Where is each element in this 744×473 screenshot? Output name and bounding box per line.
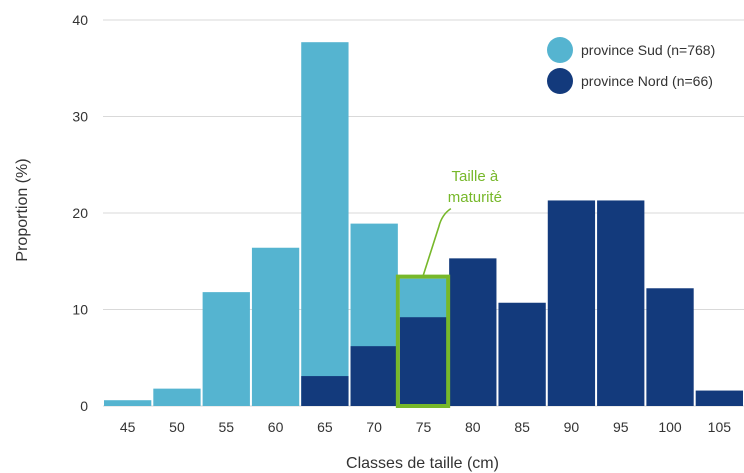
bar-nord-70 (350, 346, 398, 406)
bar-nord-85 (498, 302, 546, 406)
legend: province Sud (n=768) province Nord (n=66) (547, 37, 715, 94)
x-tick-label: 90 (564, 419, 580, 435)
bar-nord-105 (695, 390, 743, 406)
x-tick-label: 55 (218, 419, 234, 435)
bars (104, 42, 743, 406)
bar-nord-100 (646, 288, 694, 406)
x-tick-label: 75 (416, 419, 432, 435)
bar-nord-75 (399, 317, 448, 406)
x-tick-label: 80 (465, 419, 481, 435)
x-tick-label: 100 (658, 419, 682, 435)
legend-label: province Sud (n=768) (581, 42, 715, 58)
bar-nord-90 (547, 200, 596, 406)
legend-label: province Nord (n=66) (581, 73, 713, 89)
x-tick-label: 50 (169, 419, 185, 435)
bar-sud-45 (104, 400, 152, 406)
y-tick-label: 20 (72, 205, 88, 221)
y-tick-label: 10 (72, 302, 88, 318)
bar-nord-95 (597, 200, 645, 406)
bar-sud-65 (301, 42, 349, 406)
legend-swatch (547, 68, 573, 94)
x-tick-label: 65 (317, 419, 333, 435)
y-axis-ticks: 0 10 20 30 40 (72, 12, 88, 414)
maturity-leader-line (422, 207, 452, 277)
x-axis-label: Classes de taille (cm) (346, 455, 499, 472)
x-tick-label: 70 (366, 419, 382, 435)
bar-sud-50 (153, 388, 201, 406)
x-axis-ticks: 45 50 55 60 65 70 75 80 85 90 95 100 105 (120, 419, 731, 435)
y-tick-label: 30 (72, 109, 88, 125)
bar-nord-65 (301, 376, 349, 406)
maturity-label: Taille à (451, 168, 498, 185)
bar-sud-55 (202, 292, 250, 406)
x-tick-label: 105 (708, 419, 732, 435)
x-tick-label: 45 (120, 419, 136, 435)
bar-sud-60 (251, 247, 300, 406)
maturity-annotation: Taille à maturité (395, 168, 502, 408)
y-axis-label: Proportion (%) (14, 158, 31, 261)
y-tick-label: 40 (72, 12, 88, 28)
x-tick-label: 95 (613, 419, 629, 435)
x-tick-label: 85 (514, 419, 530, 435)
legend-swatch (547, 37, 573, 63)
y-tick-label: 0 (80, 398, 88, 414)
x-tick-label: 60 (268, 419, 284, 435)
maturity-label: maturité (448, 189, 502, 206)
bar-nord-80 (449, 258, 497, 406)
